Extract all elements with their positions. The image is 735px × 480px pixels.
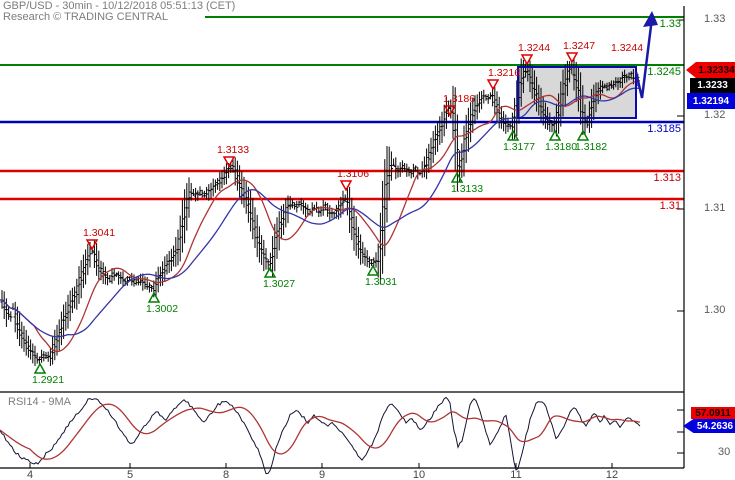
pivot-low-marker-icon — [548, 129, 562, 141]
rsi-ma-line — [0, 403, 641, 460]
consolidation-box-border — [517, 66, 637, 119]
rsi-value-badge-blue: 54.2636 — [683, 419, 735, 433]
pivot-high-marker-icon — [486, 79, 500, 91]
pivot-label: 1.3216 — [487, 67, 521, 79]
price-tick-label: 1.33 — [704, 13, 726, 25]
chart-subtitle: Research © TRADING CENTRAL — [3, 11, 168, 23]
pivot-label: 1.3247 — [562, 40, 596, 52]
pivot-low-marker-icon — [506, 129, 520, 141]
pivot-label: 1.3186 — [442, 93, 476, 105]
time-tick-label: 8 — [222, 469, 230, 480]
time-tick-label: 11 — [510, 469, 522, 480]
consolidation-box-fill — [518, 67, 636, 118]
rsi-tick-label: 30 — [718, 446, 731, 458]
time-tick-label: 12 — [605, 469, 619, 480]
pivot-label: 1.2921 — [31, 374, 65, 386]
time-tick-label: 4 — [26, 469, 34, 480]
pivot-label: 1.3041 — [82, 227, 116, 239]
price-tick-label: 1.30 — [704, 304, 726, 316]
pivot-low-marker-icon — [366, 264, 380, 276]
breakout-arrow-shaft — [634, 17, 654, 99]
time-tick-label: 5 — [126, 469, 134, 480]
price-tick-label: 1.32 — [704, 109, 726, 121]
pivot-label: 1.3106 — [336, 168, 370, 180]
price-tick-label: 1.31 — [704, 202, 726, 214]
rsi-line — [0, 396, 641, 475]
pivot-low-marker-icon — [576, 129, 590, 141]
ma-slow-line — [0, 87, 641, 338]
time-tick-label: 9 — [318, 469, 326, 480]
breakout-arrow-head-icon — [643, 11, 658, 27]
pivot-high-marker-icon — [85, 239, 99, 251]
pivot-label: 1.3177 — [502, 141, 536, 153]
pivot-label: 1.3133 — [450, 183, 484, 195]
pivot-high-marker-icon — [443, 105, 457, 117]
level-label: 1.33 — [659, 18, 681, 30]
pivot-low-marker-icon — [147, 291, 161, 303]
price-badge-black: 1.3233 — [690, 78, 735, 93]
pivot-label: 1.3180 — [544, 141, 578, 153]
level-label: 1.3185 — [647, 123, 681, 135]
rsi-indicator-label: RSI14 - 9MA — [8, 396, 71, 408]
level-label: 1.3245 — [647, 66, 681, 78]
pivot-high-marker-icon — [222, 156, 236, 168]
pivot-low-marker-icon — [450, 171, 464, 183]
rsi-ma-badge-red: 57.0911 — [691, 407, 735, 419]
ma-fast-line — [0, 79, 641, 353]
pivot-label: 1.3182 — [574, 141, 608, 153]
pivot-high-marker-icon — [520, 54, 534, 66]
pivot-low-marker-icon — [263, 266, 277, 278]
last-price-badge-red: 1.32334 — [686, 62, 735, 78]
price-badge-blue: 1.32194 — [687, 93, 735, 109]
pivot-label: 1.3133 — [216, 144, 250, 156]
pivot-label: 1.3244 — [517, 42, 551, 54]
time-tick-label: 10 — [412, 469, 426, 480]
pivot-label: 1.3002 — [145, 303, 179, 315]
pivot-label: 1.3244 — [610, 42, 644, 54]
pivot-high-marker-icon — [565, 52, 579, 64]
level-label: 1.313 — [653, 172, 681, 184]
pivot-low-marker-icon — [33, 362, 47, 374]
pivot-high-marker-icon — [339, 180, 353, 192]
pivot-label: 1.3027 — [262, 278, 296, 290]
chart-title: GBP/USD - 30min - 10/12/2018 05:51:13 (C… — [3, 0, 236, 12]
pivot-label: 1.3031 — [364, 276, 398, 288]
level-label: 1.31 — [659, 200, 681, 212]
